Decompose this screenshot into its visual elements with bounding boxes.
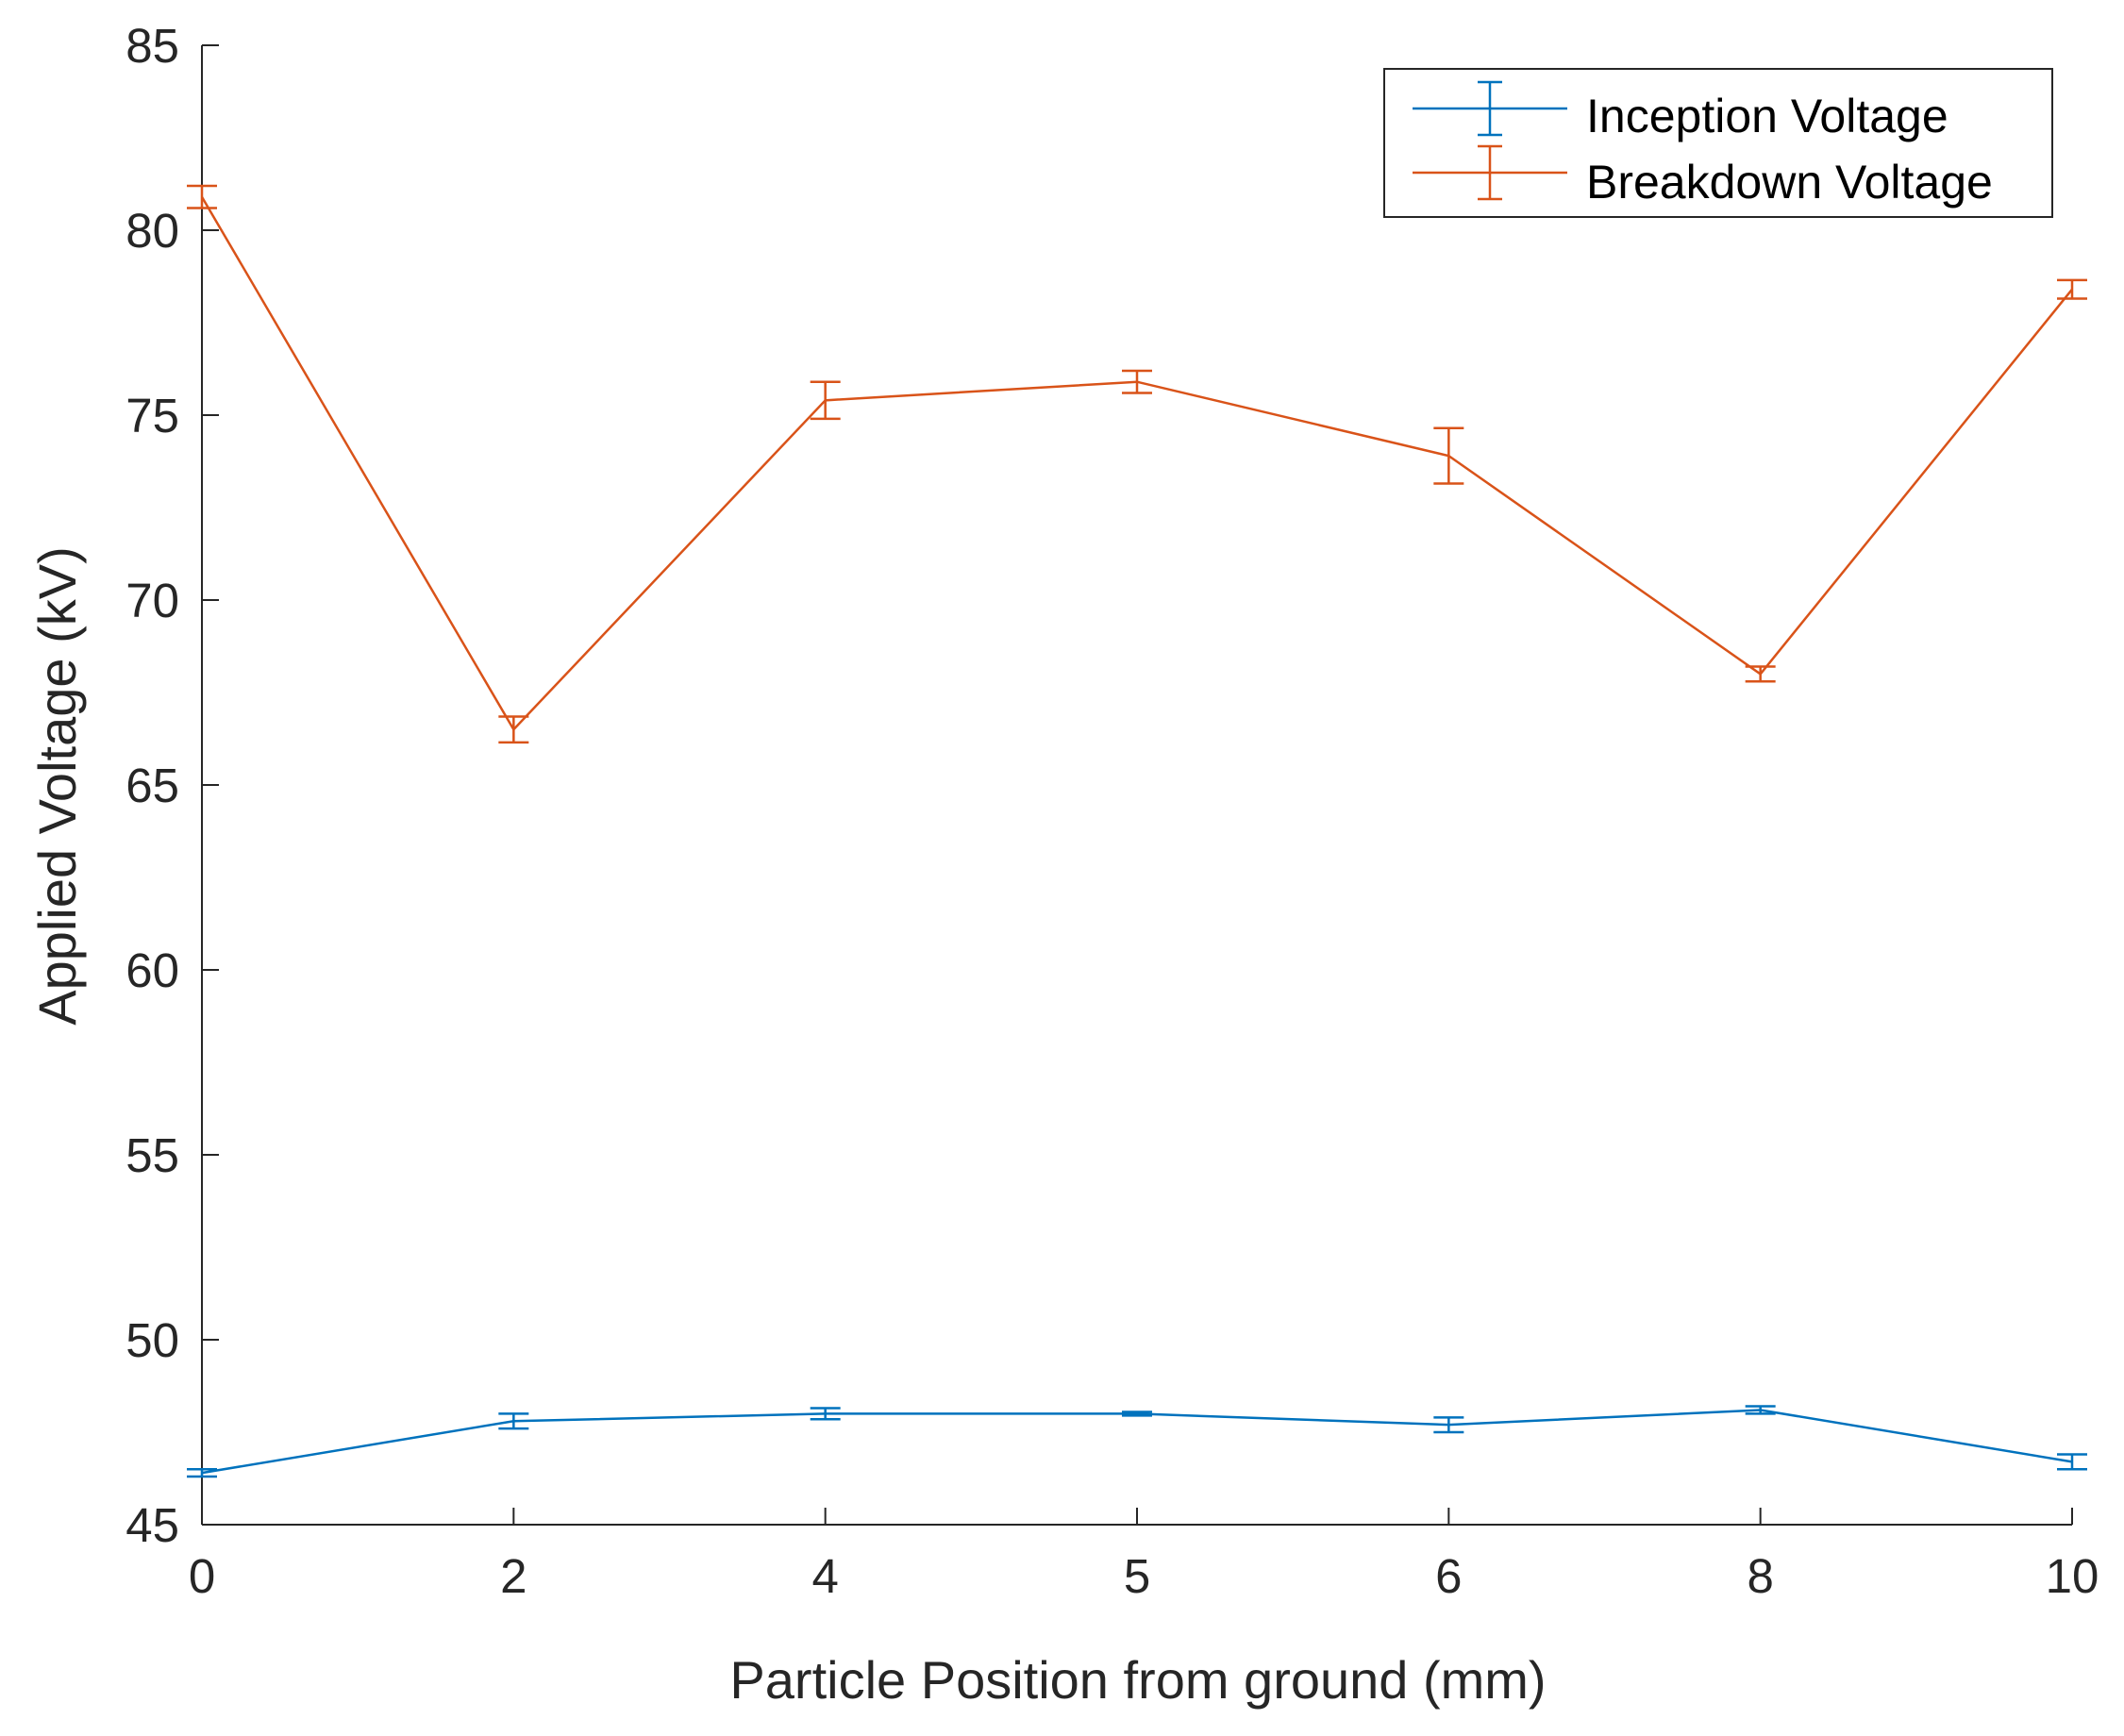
x-tick-label: 0: [189, 1549, 215, 1603]
error-bar: [810, 1407, 841, 1421]
y-tick-label: 70: [125, 574, 179, 627]
series-inception: [187, 1405, 2087, 1478]
error-bar: [1745, 1405, 1776, 1415]
error-bar: [1433, 1416, 1464, 1434]
series-breakdown: [187, 184, 2087, 744]
error-bar: [810, 380, 841, 421]
error-bar: [1122, 1410, 1152, 1417]
y-tick-label: 50: [125, 1313, 179, 1367]
error-bar: [498, 715, 529, 744]
error-bar: [2057, 278, 2087, 300]
error-bar: [498, 1412, 529, 1430]
y-tick-label: 85: [125, 19, 179, 73]
error-bar: [1122, 369, 1152, 394]
error-bar: [1433, 426, 1464, 485]
x-tick-label: 5: [1124, 1549, 1150, 1603]
y-tick-label: 65: [125, 759, 179, 812]
series-line: [201, 1409, 2073, 1475]
series-layer: [187, 184, 2087, 1478]
legend-label-inception: Inception Voltage: [1586, 90, 1948, 142]
error-bar: [187, 184, 217, 209]
legend-entry-breakdown[interactable]: [1413, 144, 1567, 201]
y-tick-label: 55: [125, 1128, 179, 1182]
error-bar: [187, 1467, 217, 1478]
series-line: [200, 196, 2073, 732]
x-tick-label: 2: [500, 1549, 527, 1603]
y-tick-label: 60: [125, 943, 179, 997]
legend: Inception Voltage Breakdown Voltage: [1383, 68, 2053, 218]
y-tick-label: 75: [125, 389, 179, 442]
y-tick-label: 45: [125, 1498, 179, 1552]
x-tick-label: 6: [1435, 1549, 1462, 1603]
legend-box: [1383, 68, 2053, 218]
x-tick-label: 10: [2046, 1549, 2099, 1603]
x-tick-label: 8: [1747, 1549, 1773, 1603]
legend-entry-inception[interactable]: [1413, 80, 1567, 137]
x-tick-label: 4: [811, 1549, 838, 1603]
error-bar: [2057, 1453, 2087, 1471]
x-axis-label: Particle Position from ground (mm): [729, 1650, 1546, 1710]
legend-label-breakdown: Breakdown Voltage: [1586, 156, 1993, 209]
error-bar: [1745, 665, 1776, 683]
y-axis-label: Applied Voltage (kV): [27, 546, 87, 1025]
y-tick-label: 80: [125, 204, 179, 258]
